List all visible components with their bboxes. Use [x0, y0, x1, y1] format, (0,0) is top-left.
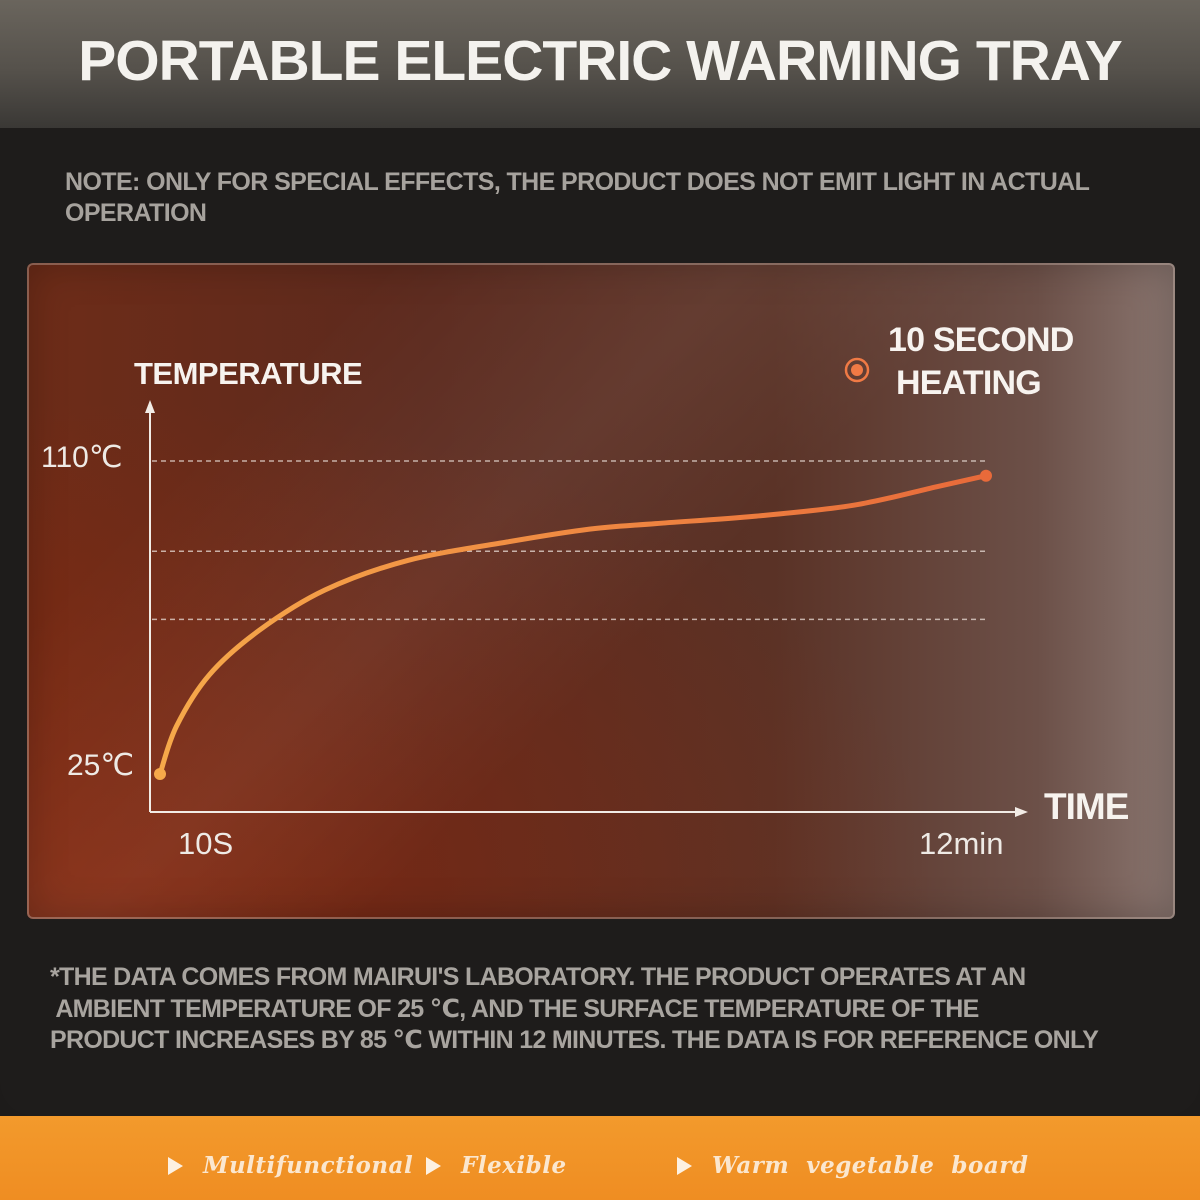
- temperature-curve: [157, 473, 989, 777]
- page-title: PORTABLE ELECTRIC WARMING TRAY: [78, 29, 1123, 93]
- y-axis-label: TEMPERATURE: [134, 356, 362, 391]
- play-triangle-icon: [677, 1156, 692, 1175]
- panel-sheen: [27, 263, 1175, 919]
- y-tick-label-25: 25℃: [67, 749, 134, 782]
- gridlines: [152, 460, 988, 621]
- play-triangle-icon: [426, 1156, 441, 1175]
- legend-ring: [844, 357, 870, 383]
- header-banner: PORTABLE ELECTRIC WARMING TRAY: [0, 0, 1200, 128]
- x-axis-arrow: [1015, 807, 1028, 817]
- x-axis-label: TIME: [1044, 786, 1129, 827]
- feature-flexible: Flexible: [426, 1152, 567, 1179]
- special-effects-note: NOTE: ONLY FOR SPECIAL EFFECTS, THE PROD…: [65, 168, 1089, 227]
- axes: [145, 400, 1028, 817]
- feature-label: Multifunctional: [203, 1152, 414, 1179]
- lab-data-footnote: *THE DATA COMES FROM MAIRUI'S LABORATORY…: [50, 962, 1160, 1057]
- feature-label: Warm vegetable board: [712, 1152, 1029, 1179]
- feature-bar: [0, 1116, 1200, 1200]
- feature-warm-vegetable-board: Warm vegetable board: [677, 1152, 1028, 1179]
- footnote-line-3: PRODUCT INCREASES BY 85 ℃ WITHIN 12 MINU…: [50, 1026, 1099, 1054]
- legend-dot-icon: [851, 364, 863, 376]
- curve-start-point: [154, 768, 166, 780]
- footnote-line-1: *THE DATA COMES FROM MAIRUI'S LABORATORY…: [50, 963, 1026, 991]
- legend-label-line1: 10 SECOND: [888, 321, 1074, 359]
- feature-multifunctional: Multifunctional: [168, 1152, 413, 1179]
- footnote-line-2: AMBIENT TEMPERATURE OF 25 ℃, AND THE SUR…: [50, 994, 979, 1023]
- y-tick-label-110: 110℃: [41, 441, 123, 474]
- legend-label-line2: HEATING: [896, 364, 1041, 402]
- feature-label: Flexible: [461, 1152, 567, 1179]
- play-triangle-icon: [168, 1156, 183, 1175]
- curve-end-point: [980, 469, 992, 482]
- y-axis-arrow: [145, 400, 155, 413]
- chart-panel: [27, 263, 1175, 919]
- x-tick-label-10s: 10S: [178, 826, 233, 861]
- x-tick-label-12min: 12min: [919, 826, 1003, 861]
- legend: 10 SECOND HEATING: [844, 321, 1075, 402]
